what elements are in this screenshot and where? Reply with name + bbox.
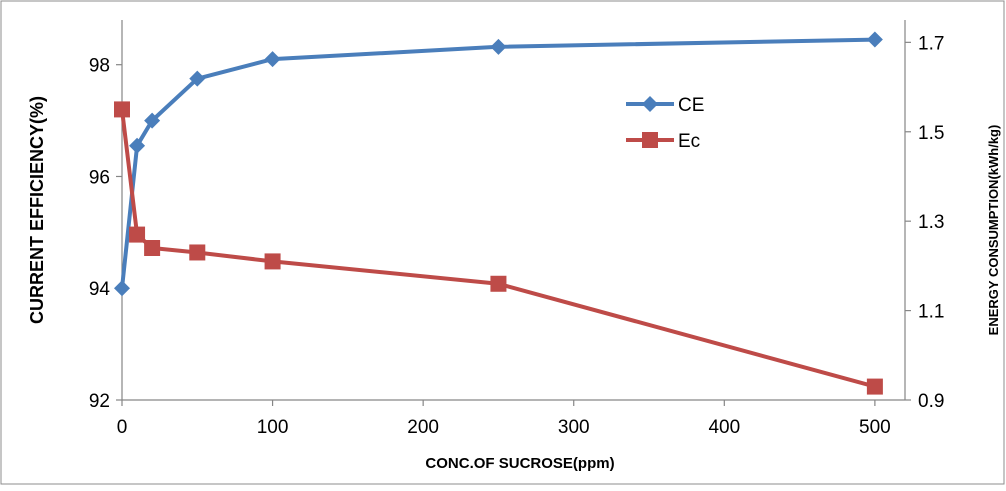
axes: [121, 20, 906, 401]
x-tick-label: 200: [407, 417, 439, 438]
legend-ce-marker: [642, 96, 658, 112]
y2-tick-label: 1.3: [918, 212, 944, 233]
y-tick-label: 92: [89, 391, 110, 412]
y2-tick-label: 0.9: [918, 391, 944, 412]
x-tick-label: 100: [257, 417, 289, 438]
data-point-ec: [490, 275, 507, 292]
data-point-ec: [866, 378, 883, 395]
y2-axis-title: ENERGY CONSUMPTION(kWh/kg): [986, 125, 1001, 336]
data-point-ce: [264, 51, 281, 68]
y-tick-label: 94: [89, 279, 111, 300]
y-axis-title: CURRENT EFFICIENCY(%): [27, 96, 47, 324]
legend-ec-marker: [642, 132, 658, 148]
y2-tick-label: 1.7: [918, 33, 944, 54]
data-point-ec: [129, 226, 146, 243]
legend-ce-label: CE: [678, 95, 704, 116]
x-tick-label: 0: [117, 417, 128, 438]
legend-ec-label: Ec: [678, 131, 700, 152]
y2-tick-label: 1.1: [918, 302, 944, 323]
data-point-ce: [189, 70, 206, 87]
data-point-ce: [114, 280, 130, 297]
x-tick-label: 500: [859, 417, 891, 438]
data-point-ec: [264, 253, 281, 270]
data-point-ce: [144, 112, 161, 129]
series-markers: [114, 31, 883, 395]
legend-item-ec: Ec: [626, 131, 700, 152]
data-point-ce: [866, 31, 883, 48]
x-tick-label: 300: [558, 417, 590, 438]
x-axis-title: CONC.OF SUCROSE(ppm): [425, 455, 614, 472]
x-tick-label: 400: [708, 417, 740, 438]
data-point-ec: [189, 244, 206, 261]
axis-ticks: 0 100 200 300 400 500 92 94 96 98 0.9 1.1 1.3 1.5 1.7: [89, 33, 945, 438]
y-tick-label: 98: [89, 56, 110, 77]
legend-item-ce: CE: [626, 95, 704, 116]
legend: CE Ec: [626, 95, 704, 152]
y-tick-label: 96: [89, 167, 110, 188]
data-point-ec: [144, 240, 161, 256]
data-point-ec: [114, 101, 130, 118]
data-point-ce: [129, 137, 146, 154]
y2-tick-label: 1.5: [918, 123, 944, 144]
data-point-ce: [490, 38, 507, 55]
